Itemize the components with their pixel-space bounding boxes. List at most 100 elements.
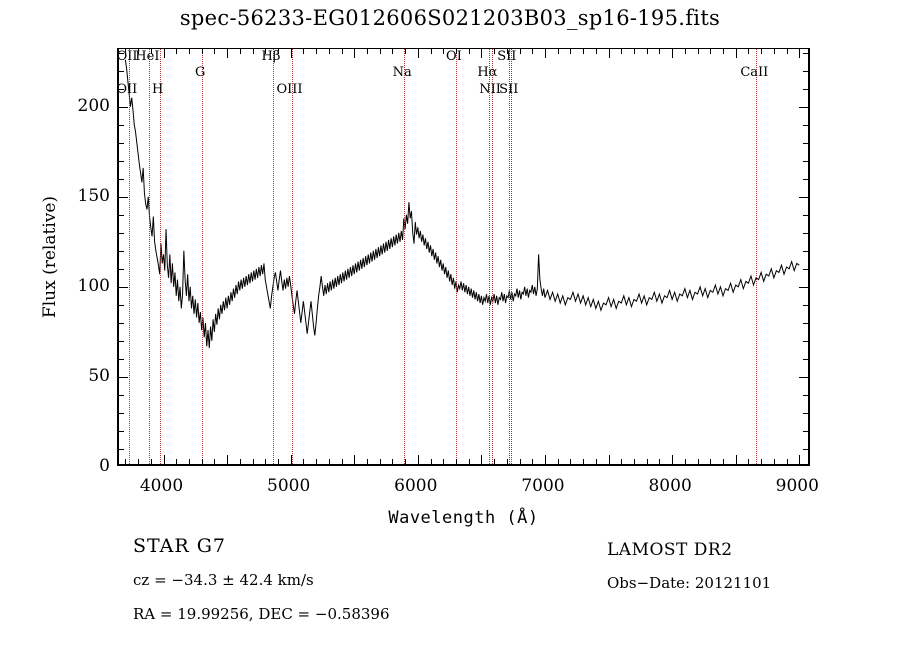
axis-tick (341, 459, 343, 464)
axis-tick (684, 49, 686, 54)
spectral-line-marker (508, 49, 510, 464)
axis-tick (621, 459, 623, 464)
axis-tick (468, 49, 470, 54)
axis-tick (366, 49, 368, 54)
y-axis-label: Flux (relative) (38, 48, 62, 466)
spectral-line-marker (129, 49, 131, 464)
spectral-line-label: G (194, 65, 206, 80)
spectral-line-marker (404, 49, 406, 464)
axis-tick (214, 49, 216, 54)
axis-tick (803, 358, 808, 360)
axis-tick (119, 448, 124, 450)
axis-tick (799, 196, 808, 198)
axis-tick (119, 358, 124, 360)
axis-tick (119, 394, 124, 396)
y-tick-label: 100 (77, 275, 110, 296)
axis-tick (803, 52, 808, 54)
axis-tick (239, 459, 241, 464)
axis-tick (176, 49, 178, 54)
flux-polyline (124, 59, 800, 349)
coordinates-text: RA = 19.99256, DEC = −0.58396 (133, 605, 390, 623)
axis-tick (803, 142, 808, 144)
axis-tick (392, 459, 394, 464)
spectral-line-label: SII (497, 49, 517, 64)
axis-tick (328, 459, 330, 464)
spectral-line-label: Hβ (261, 49, 281, 64)
axis-tick (608, 455, 610, 464)
axis-tick (379, 49, 381, 54)
axis-tick (119, 142, 124, 144)
axis-tick (557, 459, 559, 464)
redshift-velocity-text: cz = −34.3 ± 42.4 km/s (133, 571, 314, 589)
x-tick-label: 8000 (648, 476, 692, 496)
axis-tick (163, 455, 165, 464)
axis-tick (468, 459, 470, 464)
axis-tick (803, 160, 808, 162)
axis-tick (646, 459, 648, 464)
axis-tick (303, 459, 305, 464)
axis-tick (761, 49, 763, 54)
axis-tick (277, 49, 279, 54)
x-tick-label: 9000 (775, 476, 819, 496)
axis-tick (735, 49, 737, 58)
axis-tick (125, 49, 127, 54)
axis-tick (119, 304, 124, 306)
axis-tick (672, 49, 674, 58)
spectral-line-label: SII (499, 82, 519, 97)
x-tick-label: 6000 (394, 476, 438, 496)
axis-tick (799, 49, 801, 58)
axis-tick (481, 49, 483, 58)
axis-tick (494, 49, 496, 54)
axis-tick (354, 49, 356, 58)
axis-tick (803, 340, 808, 342)
x-tick-label: 4000 (139, 476, 184, 496)
axis-tick (119, 250, 124, 252)
spectral-line-label: Na (392, 65, 412, 80)
axis-tick (570, 459, 572, 464)
axis-tick (786, 459, 788, 464)
axis-tick (633, 49, 635, 54)
axis-tick (405, 49, 407, 54)
axis-tick (570, 49, 572, 54)
spectral-line-marker (492, 49, 494, 464)
axis-tick (366, 459, 368, 464)
axis-tick (303, 49, 305, 54)
axis-tick (430, 49, 432, 54)
axis-tick (119, 88, 124, 90)
axis-tick (150, 49, 152, 54)
axis-tick (119, 196, 128, 198)
spectral-line-marker (455, 49, 457, 464)
axis-tick (722, 49, 724, 54)
spectral-line-marker (149, 49, 151, 464)
axis-tick (519, 49, 521, 54)
spectral-line-marker (272, 49, 274, 464)
axis-tick (803, 214, 808, 216)
x-tick-label: 7000 (521, 476, 565, 496)
axis-tick (761, 459, 763, 464)
page-title: spec-56233-EG012606S021203B03_sp16-195.f… (179, 6, 721, 30)
axis-tick (119, 430, 124, 432)
axis-tick (506, 49, 508, 54)
axis-tick (138, 49, 140, 54)
spectral-line-label: HeI (135, 49, 160, 64)
axis-tick (803, 70, 808, 72)
spectral-line-label: Hα (477, 65, 498, 80)
axis-tick (252, 459, 254, 464)
axis-tick (710, 459, 712, 464)
axis-tick (119, 70, 124, 72)
axis-tick (659, 459, 661, 464)
axis-tick (119, 106, 128, 108)
spectral-line-marker (510, 49, 512, 464)
axis-tick (214, 459, 216, 464)
spectral-line-label: OIII (276, 82, 303, 97)
axis-tick (803, 430, 808, 432)
spectral-line-label: H (152, 82, 164, 97)
spectral-line-marker (291, 49, 293, 464)
axis-tick (265, 49, 267, 54)
axis-tick (773, 459, 775, 464)
axis-tick (316, 459, 318, 464)
axis-tick (583, 49, 585, 54)
axis-tick (392, 49, 394, 54)
axis-tick (277, 459, 279, 464)
axis-tick (803, 88, 808, 90)
